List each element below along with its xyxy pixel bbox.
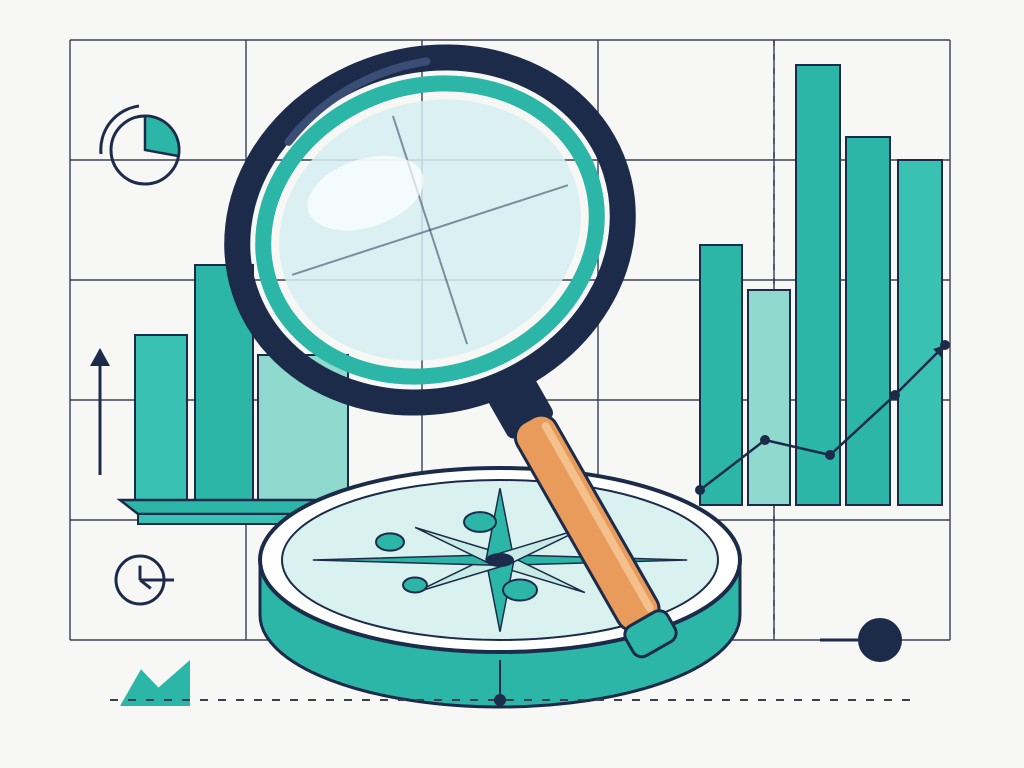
bar <box>700 245 742 505</box>
trend-dot <box>760 435 770 445</box>
bar <box>796 65 840 505</box>
bar <box>898 160 942 505</box>
trend-dot <box>825 450 835 460</box>
analytics-illustration <box>0 0 1024 768</box>
bar <box>135 335 187 500</box>
dish-dot <box>464 512 496 532</box>
lollipop-dot <box>858 618 902 662</box>
dish-dot <box>403 578 427 593</box>
dish-dot <box>376 533 404 550</box>
dish-dot <box>503 579 537 600</box>
bar <box>748 290 790 505</box>
trend-dot <box>695 485 705 495</box>
bar <box>846 137 890 505</box>
trend-dot <box>890 390 900 400</box>
center-pin-dot <box>494 694 506 706</box>
scene-svg <box>0 0 1024 768</box>
